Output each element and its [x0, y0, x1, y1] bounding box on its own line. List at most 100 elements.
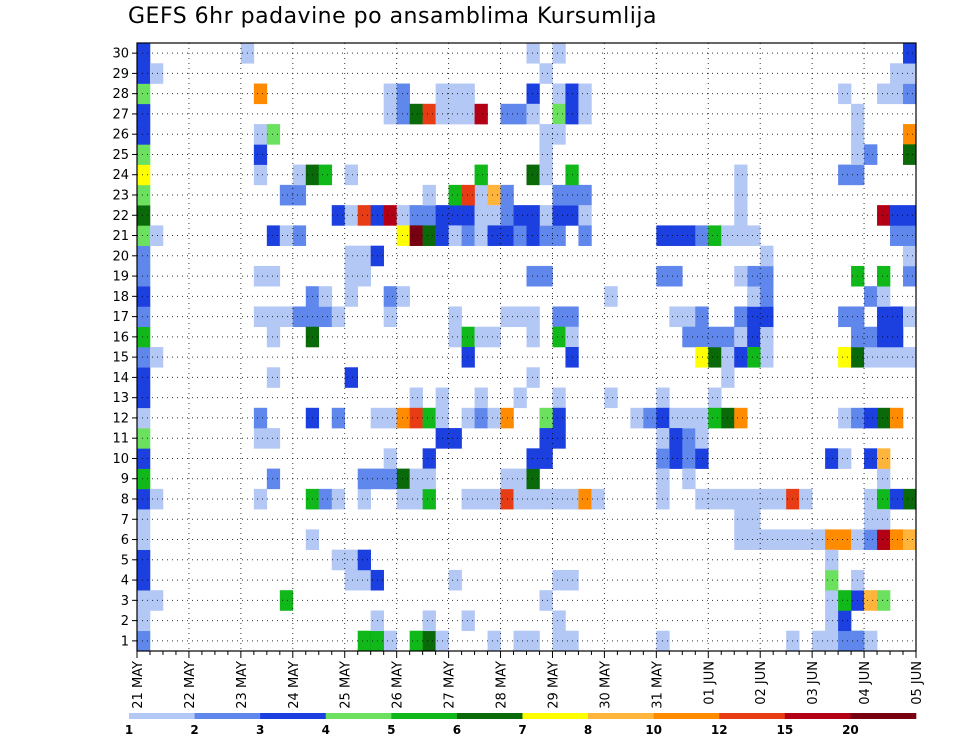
heatmap-cell	[526, 488, 540, 510]
heatmap-cell	[877, 83, 891, 105]
heatmap-cell	[825, 610, 839, 632]
heatmap-cell	[773, 529, 787, 550]
heatmap-cell	[396, 488, 410, 510]
heatmap-cell	[669, 265, 683, 287]
heatmap-cell	[539, 225, 553, 246]
heatmap-cell	[461, 407, 475, 429]
heatmap-cell	[487, 184, 501, 206]
heatmap-cell	[279, 184, 294, 206]
heatmap-cell	[903, 347, 917, 368]
heatmap-cell	[513, 630, 527, 652]
heatmap-cell	[838, 306, 852, 328]
heatmap-cell	[539, 407, 553, 429]
heatmap-cell	[149, 590, 164, 611]
heatmap-cell	[137, 468, 151, 490]
heatmap-cell	[825, 630, 839, 652]
heatmap-cell	[357, 245, 371, 267]
heatmap-cell	[448, 103, 462, 125]
heatmap-cell	[903, 265, 917, 287]
heatmap-cell	[266, 265, 281, 287]
heatmap-cell	[526, 265, 540, 287]
heatmap-cell	[734, 164, 748, 186]
heatmap-cell	[539, 428, 553, 449]
x-tick-label: 28 MAY	[495, 661, 510, 709]
heatmap-cell	[344, 245, 359, 267]
heatmap-cell	[513, 387, 527, 409]
heatmap-cell	[552, 306, 566, 328]
heatmap-cell	[448, 326, 462, 348]
heatmap-cell	[344, 569, 359, 591]
heatmap-cell	[137, 63, 151, 84]
heatmap-cell	[448, 205, 462, 226]
heatmap-cell	[552, 184, 566, 206]
heatmap-cell	[266, 306, 281, 328]
heatmap-cell	[344, 205, 359, 226]
heatmap-cell	[877, 286, 891, 307]
heatmap-cell	[604, 387, 618, 409]
heatmap-cell	[409, 630, 423, 652]
heatmap-cell	[864, 407, 878, 429]
heatmap-cell	[760, 245, 774, 267]
heatmap-cell	[137, 326, 151, 348]
heatmap-cell	[526, 43, 540, 64]
heatmap-cell	[552, 407, 566, 429]
heatmap-cell	[448, 569, 462, 591]
heatmap-cell	[266, 367, 281, 388]
heatmap-cell	[292, 225, 307, 246]
y-tick-label: 27	[112, 107, 129, 122]
heatmap-cell	[734, 265, 748, 287]
heatmap-cell	[890, 225, 904, 246]
heatmap-cell	[396, 407, 410, 429]
heatmap-cell	[137, 205, 151, 226]
y-tick-label: 6	[121, 533, 129, 548]
heatmap-cell	[552, 103, 566, 125]
heatmap-cell	[461, 103, 475, 125]
heatmap-cell	[253, 488, 268, 510]
heatmap-cell	[539, 488, 553, 510]
heatmap-cell	[137, 347, 151, 368]
heatmap-cell	[643, 407, 657, 429]
heatmap-cell	[331, 549, 346, 571]
y-tick-label: 5	[121, 553, 129, 568]
heatmap-cell	[838, 407, 852, 429]
y-tick-label: 29	[112, 67, 129, 82]
x-tick-label: 22 MAY	[183, 661, 198, 709]
heatmap-cell	[760, 326, 774, 348]
colorbar-label: 12	[711, 723, 728, 737]
heatmap-cell	[708, 326, 722, 348]
heatmap-cell	[474, 407, 488, 429]
heatmap-cell	[137, 83, 151, 105]
heatmap-cell	[552, 326, 566, 348]
heatmap-cell	[409, 488, 423, 510]
heatmap-cell	[682, 225, 696, 246]
heatmap-cell	[552, 428, 566, 449]
heatmap-cell	[149, 347, 164, 368]
heatmap-cell	[383, 83, 397, 105]
y-tick-label: 21	[112, 229, 129, 244]
heatmap-cell	[682, 428, 696, 449]
heatmap-cell	[137, 265, 151, 287]
x-tick-label: 30 MAY	[598, 661, 613, 709]
heatmap-cell	[578, 83, 592, 105]
heatmap-cell	[747, 347, 761, 368]
heatmap-cell	[903, 144, 917, 165]
heatmap-cell	[539, 265, 553, 287]
heatmap-cell	[864, 144, 878, 165]
heatmap-cell	[552, 205, 566, 226]
x-tick-label: 24 MAY	[287, 661, 302, 709]
heatmap-cell	[149, 488, 164, 510]
heatmap-cell	[864, 448, 878, 469]
heatmap-cell	[890, 488, 904, 510]
heatmap-cell	[344, 164, 359, 186]
colorbar-segment	[391, 713, 458, 719]
heatmap-cell	[877, 509, 891, 530]
y-tick-label: 8	[121, 493, 129, 508]
heatmap-cell	[877, 488, 891, 510]
colorbar-label: 8	[584, 723, 592, 737]
heatmap-cell	[513, 306, 527, 328]
heatmap-cell	[344, 286, 359, 307]
heatmap-cell	[760, 488, 774, 510]
heatmap-cell	[279, 590, 294, 611]
heatmap-cell	[695, 225, 709, 246]
